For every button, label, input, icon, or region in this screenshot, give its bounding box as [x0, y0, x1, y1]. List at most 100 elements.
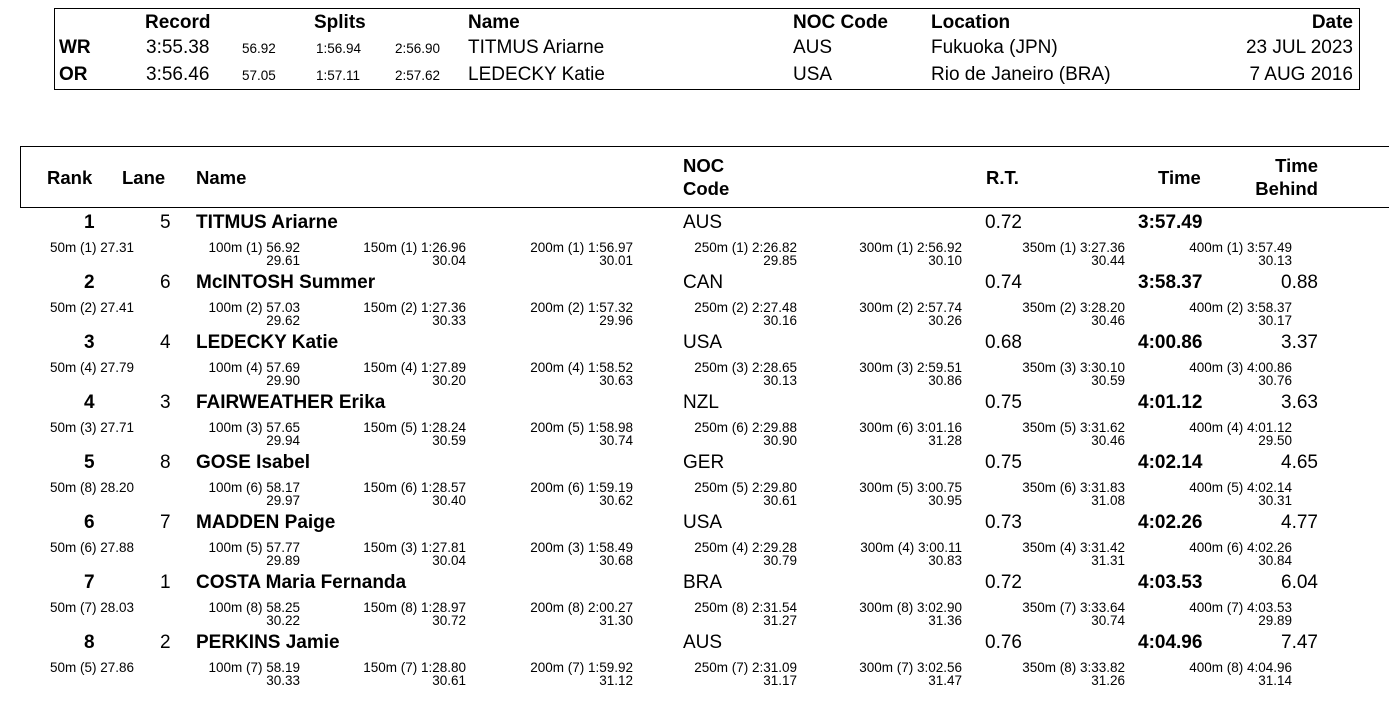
lap-time: 30.33 — [266, 673, 300, 688]
noc-header-line1: NOC — [683, 155, 725, 176]
lane: 7 — [160, 512, 171, 533]
split: 300m (6) 3:01.16 — [859, 420, 962, 435]
lap-time: 30.84 — [1258, 553, 1292, 568]
lap-time: 31.36 — [928, 613, 962, 628]
lap-time: 30.95 — [928, 493, 962, 508]
lap-time: 29.94 — [266, 433, 300, 448]
rank: 6 — [84, 512, 95, 533]
name-header: Name — [468, 12, 520, 33]
noc-code-header: NOC Code — [793, 12, 888, 33]
lap-time: 30.63 — [599, 373, 633, 388]
split: 250m (1) 2:26.82 — [694, 240, 797, 255]
lap-time: 29.90 — [266, 373, 300, 388]
lap-time: 30.10 — [928, 253, 962, 268]
rank: 2 — [84, 272, 95, 293]
record-date: 7 AUG 2016 — [1249, 64, 1353, 85]
record-noc: USA — [793, 64, 833, 85]
reaction-time: 0.72 — [985, 572, 1022, 593]
split: 100m (6) 58.17 — [208, 480, 300, 495]
athlete-row: 7 1 COSTA Maria Fernanda BRA 0.72 4:03.5… — [0, 570, 1389, 630]
split: 400m (5) 4:02.14 — [1189, 480, 1292, 495]
split: 400m (4) 4:01.12 — [1189, 420, 1292, 435]
lane: 6 — [160, 272, 171, 293]
split: 50m (3) 27.71 — [49, 420, 134, 435]
lap-time: 30.61 — [763, 493, 797, 508]
reaction-time: 0.73 — [985, 512, 1022, 533]
rank: 5 — [84, 452, 95, 473]
reaction-time: 0.75 — [985, 392, 1022, 413]
lane: 4 — [160, 332, 171, 353]
lap-time: 30.33 — [432, 313, 466, 328]
final-time: 3:58.37 — [1138, 272, 1203, 293]
lane: 5 — [160, 212, 171, 233]
final-time: 4:03.53 — [1138, 572, 1203, 593]
split: 150m (5) 1:28.24 — [363, 420, 466, 435]
split: 150m (8) 1:28.97 — [363, 600, 466, 615]
noc: USA — [683, 332, 723, 353]
record-type: OR — [59, 64, 88, 85]
record-time: 3:56.46 — [146, 64, 210, 85]
lap-time: 31.26 — [1091, 673, 1125, 688]
lap-time: 29.89 — [1258, 613, 1292, 628]
split: 350m (4) 3:31.42 — [1022, 540, 1125, 555]
split: 200m (3) 1:58.49 — [530, 540, 633, 555]
date-header: Date — [1311, 12, 1353, 33]
split: 350m (1) 3:27.36 — [1022, 240, 1125, 255]
split: 200m (6) 1:59.19 — [530, 480, 633, 495]
split: 400m (7) 4:03.53 — [1189, 600, 1292, 615]
athlete-name: COSTA Maria Fernanda — [196, 572, 407, 593]
athlete-row: 8 2 PERKINS Jamie AUS 0.76 4:04.96 7.47 … — [0, 630, 1389, 690]
lap-time: 29.61 — [266, 253, 300, 268]
record-noc: AUS — [793, 37, 833, 58]
record-time: 3:55.38 — [146, 37, 210, 58]
split: 350m (6) 3:31.83 — [1022, 480, 1125, 495]
split: 350m (3) 3:30.10 — [1022, 360, 1125, 375]
athlete-name: FAIRWEATHER Erika — [196, 392, 386, 413]
lap-time: 30.22 — [266, 613, 300, 628]
lap-time: 31.12 — [599, 673, 633, 688]
split: 300m (4) 3:00.11 — [860, 540, 962, 555]
athlete-row: 6 7 MADDEN Paige USA 0.73 4:02.26 4.77 5… — [0, 510, 1389, 570]
split: 100m (1) 56.92 — [208, 240, 300, 255]
lap-time: 30.86 — [928, 373, 962, 388]
athlete-row: 4 3 FAIRWEATHER Erika NZL 0.75 4:01.12 3… — [0, 390, 1389, 450]
rank: 4 — [84, 392, 95, 413]
lap-time: 30.13 — [763, 373, 797, 388]
record-date: 23 JUL 2023 — [1245, 37, 1353, 58]
split: 200m (8) 2:00.27 — [530, 600, 633, 615]
split: 100m (2) 57.03 — [208, 300, 300, 315]
record-split: 1:56.94 — [316, 41, 362, 56]
split: 300m (1) 2:56.92 — [859, 240, 962, 255]
record-location: Rio de Janeiro (BRA) — [931, 64, 1111, 85]
location-header: Location — [931, 12, 1011, 33]
lap-time: 30.26 — [928, 313, 962, 328]
lap-time: 30.20 — [432, 373, 466, 388]
split: 400m (6) 4:02.26 — [1189, 540, 1292, 555]
split: 200m (7) 1:59.92 — [530, 660, 633, 675]
lap-time: 30.46 — [1091, 433, 1125, 448]
final-time: 3:57.49 — [1138, 212, 1203, 233]
split: 350m (5) 3:31.62 — [1022, 420, 1125, 435]
lap-time: 29.85 — [763, 253, 797, 268]
athlete-row: 1 5 TITMUS Ariarne AUS 0.72 3:57.49 50m … — [0, 210, 1389, 270]
lap-time: 30.90 — [763, 433, 797, 448]
noc: GER — [683, 452, 725, 473]
final-time: 4:02.14 — [1138, 452, 1203, 473]
split: 100m (7) 58.19 — [208, 660, 300, 675]
time-behind: 0.88 — [1281, 272, 1318, 293]
records-table: Record Splits Name NOC Code Location Dat… — [54, 8, 1360, 90]
split: 250m (7) 2:31.09 — [694, 660, 797, 675]
lap-time: 30.72 — [432, 613, 466, 628]
record-holder-name: LEDECKY Katie — [468, 64, 605, 85]
athlete-name: GOSE Isabel — [196, 452, 311, 473]
lap-time: 31.30 — [599, 613, 633, 628]
split: 200m (1) 1:56.97 — [530, 240, 633, 255]
lap-time: 30.79 — [763, 553, 797, 568]
rank: 1 — [84, 212, 95, 233]
athlete-name: McINTOSH Summer — [196, 272, 376, 293]
record-split: 1:57.11 — [316, 68, 361, 83]
final-time: 4:04.96 — [1138, 632, 1203, 653]
split: 400m (2) 3:58.37 — [1189, 300, 1292, 315]
lap-time: 30.74 — [1091, 613, 1125, 628]
final-time: 4:01.12 — [1138, 392, 1203, 413]
